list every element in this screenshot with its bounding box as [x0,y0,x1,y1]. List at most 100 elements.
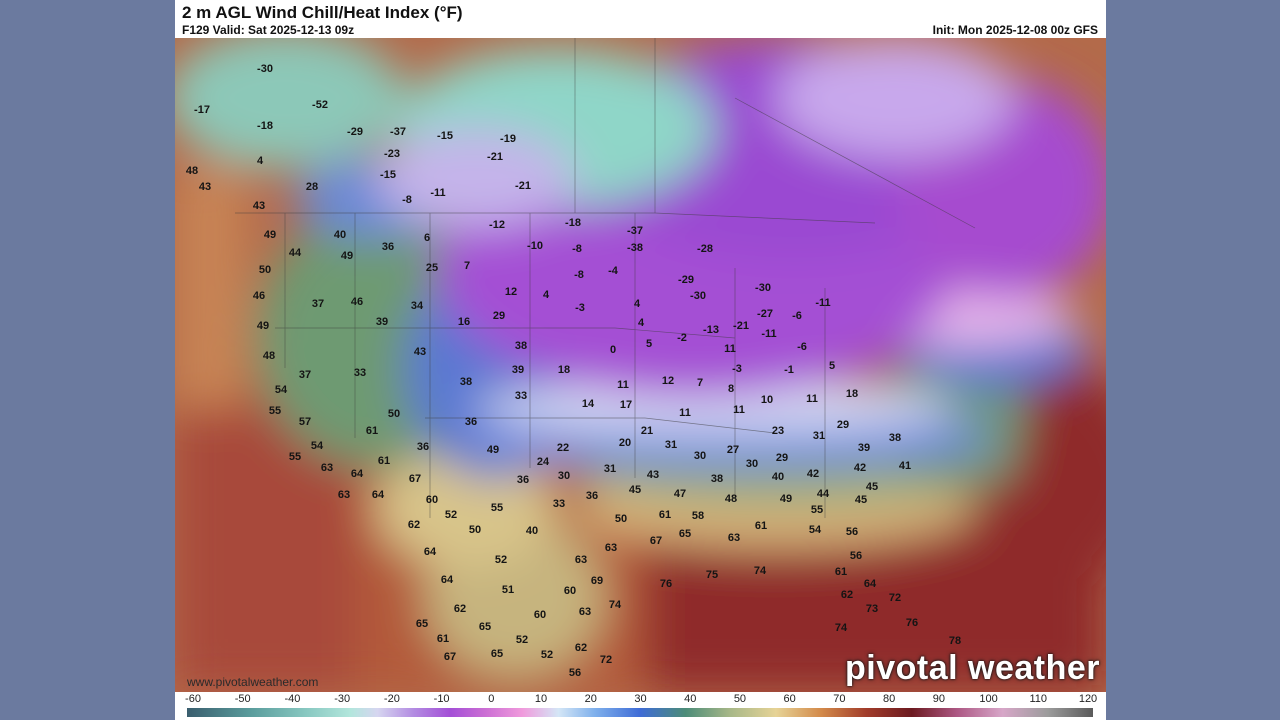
legend-tick: -20 [383,693,400,705]
map-value-label: 61 [365,425,379,437]
wind-chill-map: -30 -52 -17 -18 -29 -37 -15 -19 -23 -21 4 -15 -21 -11… [175,38,1106,692]
map-value-label: 31 [812,430,826,442]
init-time: Init: Mon 2025-12-08 00z GFS [932,23,1098,37]
map-value-label: 43 [646,469,660,481]
map-value-label: 63 [578,606,592,618]
legend-tick: 110 [1029,693,1048,705]
map-value-label: 24 [536,456,550,468]
map-value-label: 61 [658,509,672,521]
map-value-label: 6 [423,232,431,244]
brand-logo: pivotal weather [844,649,1100,687]
map-value-label: 37 [298,369,312,381]
map-value-label: 67 [649,535,663,547]
map-value-label: 56 [845,526,859,538]
legend-tick: -30 [334,693,351,705]
map-value-label: -37 [627,225,643,237]
map-value-label: 74 [753,565,767,577]
map-value-label: 65 [678,528,692,540]
map-value-label: 74 [608,599,622,611]
map-value-label: 36 [585,490,599,502]
map-value-label: 33 [552,498,566,510]
legend-tick: 120 [1078,693,1098,705]
map-value-label: 54 [808,524,822,536]
map-value-label: 21 [640,425,654,437]
map-value-label: -29 [347,126,363,138]
map-value-label: -52 [312,99,328,111]
map-value-label: 50 [468,524,482,536]
map-value-label: -18 [257,120,273,132]
map-value-label: 28 [305,181,319,193]
map-value-label: 0 [609,344,617,356]
map-value-label: -11 [430,187,446,199]
map-value-label: 4 [633,298,641,310]
map-value-label: 74 [834,622,848,634]
map-value-label: 49 [486,444,500,456]
map-value-label: 39 [375,316,389,328]
map-value-label: 64 [863,578,877,590]
map-value-label: 60 [563,585,577,597]
map-value-label: 10 [760,394,774,406]
map-value-label: 67 [408,473,422,485]
map-value-label: -6 [797,341,807,353]
map-value-label: 4 [637,317,645,329]
map-value-label: -1 [784,364,794,376]
map-value-label: 65 [415,618,429,630]
map-value-label: -30 [755,282,771,294]
map-value-label: 23 [771,425,785,437]
map-value-label: 4 [256,155,264,167]
map-value-label: 4 [542,289,550,301]
map-value-label: -8 [574,269,584,281]
map-value-label: -28 [697,243,713,255]
map-value-label: 76 [659,578,673,590]
legend-tick: -60 [185,693,201,705]
map-value-label: 33 [514,390,528,402]
map-value-label: -4 [608,265,618,277]
map-value-label: 52 [494,554,508,566]
map-value-label: 44 [288,247,302,259]
map-value-label: 12 [504,286,518,298]
map-value-label: 43 [198,181,212,193]
map-value-label: 29 [775,452,789,464]
map-value-label: 41 [898,460,912,472]
map-value-label: 29 [836,419,850,431]
map-value-label: 40 [525,525,539,537]
color-legend: -60 -50 -40 -30 -20 -10 0 10 20 30 40 50 60 70 80 90 100… [175,692,1106,720]
map-value-label: 5 [645,338,653,350]
map-value-label: 55 [268,405,282,417]
map-value-label: 36 [381,241,395,253]
map-value-label: 50 [387,408,401,420]
map-value-label: 38 [888,432,902,444]
map-value-label: 30 [557,470,571,482]
map-value-label: -19 [500,133,516,145]
map-value-label: 62 [840,589,854,601]
map-value-label: 61 [754,520,768,532]
map-value-label: 47 [673,488,687,500]
map-value-label: 57 [298,416,312,428]
map-value-label: 36 [464,416,478,428]
legend-tick: -10 [433,693,450,705]
map-value-label: 29 [492,310,506,322]
map-value-label: -30 [257,63,273,75]
map-value-label: 64 [350,468,364,480]
map-value-label: 61 [834,566,848,578]
map-value-label: 31 [603,463,617,475]
map-value-label: 38 [459,376,473,388]
map-value-label: 64 [371,489,385,501]
map-value-label: 58 [691,510,705,522]
map-value-label: 52 [515,634,529,646]
map-value-label: -12 [489,219,505,231]
map-value-label: 55 [288,451,302,463]
map-value-label: 62 [407,519,421,531]
map-value-label: -27 [757,308,773,320]
map-value-label: 14 [581,398,595,410]
map-value-label: -38 [627,242,643,254]
map-value-label: -17 [194,104,210,116]
map-value-label: 49 [263,229,277,241]
legend-tick: 100 [979,693,998,705]
map-value-label: 65 [490,648,504,660]
map-value-label: -2 [677,332,687,344]
map-value-label: 7 [463,260,471,272]
legend-tick: 90 [932,693,945,705]
map-value-label: -13 [703,324,719,336]
valid-time: F129 Valid: Sat 2025-12-13 09z [182,23,355,37]
